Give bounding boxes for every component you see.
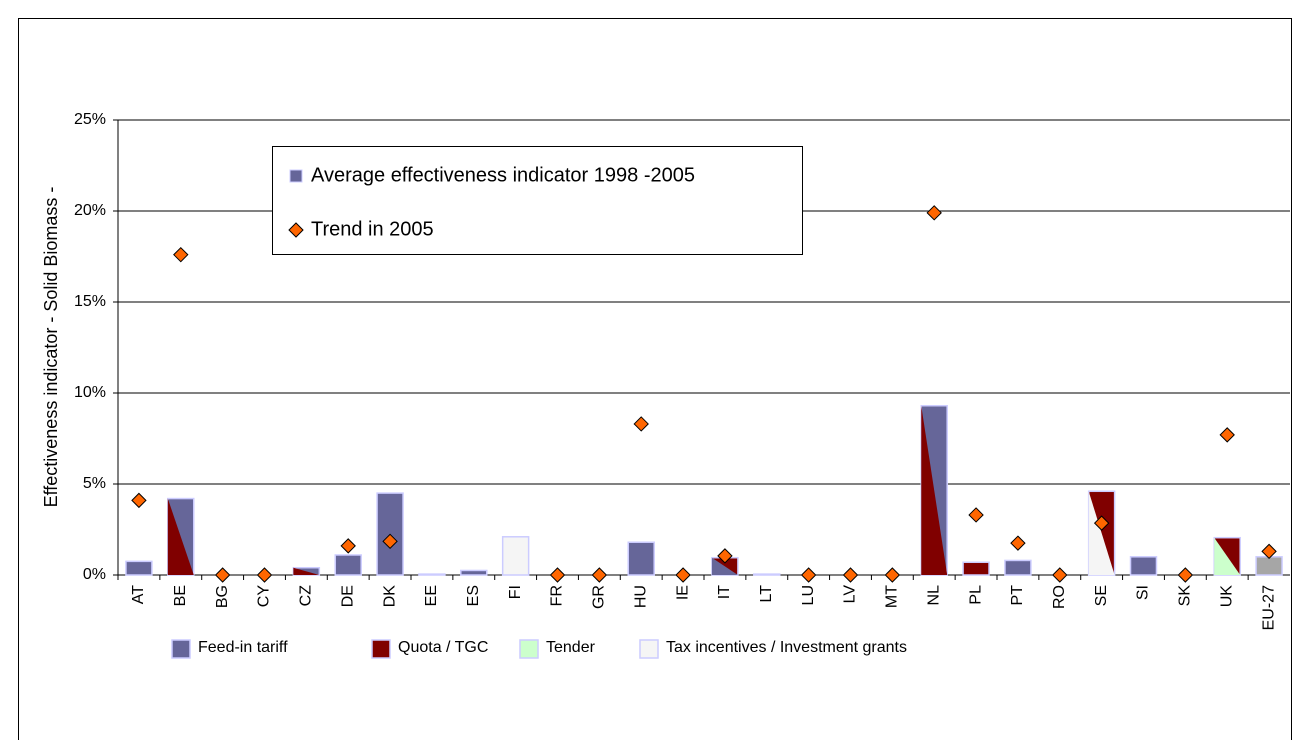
legend-label: Trend in 2005 <box>311 218 434 240</box>
x-tick-label: IE <box>674 585 691 600</box>
bar <box>1129 556 1158 576</box>
x-tick-label: FI <box>507 585 524 599</box>
policy-label: Tax incentives / Investment grants <box>666 639 907 656</box>
bar-split <box>921 405 948 575</box>
y-axis-label: Effectiveness indicator - Solid Biomass … <box>41 187 61 508</box>
x-tick-label: IT <box>716 585 733 599</box>
x-tick-label: CY <box>256 585 273 608</box>
x-tick-label: AT <box>130 585 147 604</box>
bar-split <box>1088 491 1115 575</box>
frame <box>18 18 1292 740</box>
bar-split <box>293 567 320 575</box>
trend-marker <box>1219 427 1235 443</box>
x-tick-label: BE <box>172 585 189 606</box>
policy-swatch <box>371 639 391 659</box>
bar <box>334 554 362 576</box>
trend-marker <box>1010 535 1026 551</box>
bar <box>501 536 530 576</box>
x-tick-label: PT <box>1009 585 1026 606</box>
trend-marker <box>842 567 859 583</box>
x-tick-label: SK <box>1177 585 1194 607</box>
y-tick-label: 10% <box>74 384 106 401</box>
trend-marker <box>1052 567 1068 583</box>
trend-marker <box>675 567 691 583</box>
bar <box>1004 559 1032 576</box>
legend-swatch <box>288 222 304 238</box>
x-tick-label: GR <box>591 585 608 609</box>
trend-marker <box>591 567 608 583</box>
trend-marker <box>968 507 984 523</box>
trend-marker <box>800 567 817 583</box>
x-tick-label: LU <box>800 585 817 605</box>
policy-label: Quota / TGC <box>398 639 488 656</box>
y-tick-label: 15% <box>74 293 106 310</box>
bar <box>125 560 153 576</box>
bar <box>627 541 655 576</box>
x-tick-label: NL <box>925 585 942 606</box>
trend-marker <box>340 538 356 554</box>
x-tick-label: LT <box>758 585 775 603</box>
legend-box <box>272 146 803 255</box>
trend-marker <box>549 567 566 583</box>
trend-marker <box>717 548 733 564</box>
x-tick-label: SE <box>1093 585 1110 606</box>
x-tick-label: LV <box>842 585 859 604</box>
x-tick-label: RO <box>1051 585 1068 609</box>
x-tick-label: CZ <box>298 585 315 607</box>
x-tick-label: UK <box>1218 585 1235 608</box>
y-tick-label: 5% <box>83 475 106 492</box>
policy-swatch <box>639 639 659 659</box>
legend-swatch <box>289 169 303 183</box>
y-tick-label: 0% <box>83 566 106 583</box>
trend-marker <box>926 205 942 221</box>
trend-marker <box>1093 515 1110 531</box>
x-tick-label: SI <box>1135 585 1152 600</box>
trend-marker <box>256 567 273 583</box>
trend-marker <box>1177 567 1194 583</box>
bar-split <box>1214 537 1241 575</box>
policy-label: Feed-in tariff <box>198 639 288 656</box>
policy-label: Tender <box>546 639 596 656</box>
trend-marker <box>382 533 398 550</box>
x-tick-label: PL <box>967 585 984 605</box>
bar-split <box>167 498 194 575</box>
x-tick-label: EU-27 <box>1260 585 1277 630</box>
bar-split <box>711 557 738 575</box>
bar <box>1255 556 1283 576</box>
trend-marker <box>131 492 147 509</box>
trend-marker <box>1261 543 1277 560</box>
legend-label: Average effectiveness indicator 1998 -20… <box>311 164 695 186</box>
trend-marker <box>214 567 231 583</box>
x-tick-label: DK <box>381 585 398 608</box>
x-tick-label: FR <box>549 585 566 606</box>
x-tick-label: MT <box>884 585 901 608</box>
policy-swatch <box>519 639 539 659</box>
x-tick-label: HU <box>632 585 649 608</box>
x-tick-label: ES <box>465 585 482 606</box>
y-tick-label: 25% <box>74 111 106 128</box>
bar <box>753 573 781 576</box>
trend-marker <box>884 567 901 583</box>
bar <box>418 573 446 576</box>
trend-marker <box>633 416 649 432</box>
policy-swatch <box>171 639 191 659</box>
x-tick-label: EE <box>423 585 440 606</box>
x-tick-label: DE <box>339 585 356 607</box>
trend-marker <box>173 246 189 263</box>
y-tick-label: 20% <box>74 202 106 219</box>
bar <box>460 569 488 576</box>
bar <box>962 561 990 576</box>
x-tick-label: BG <box>214 585 231 608</box>
